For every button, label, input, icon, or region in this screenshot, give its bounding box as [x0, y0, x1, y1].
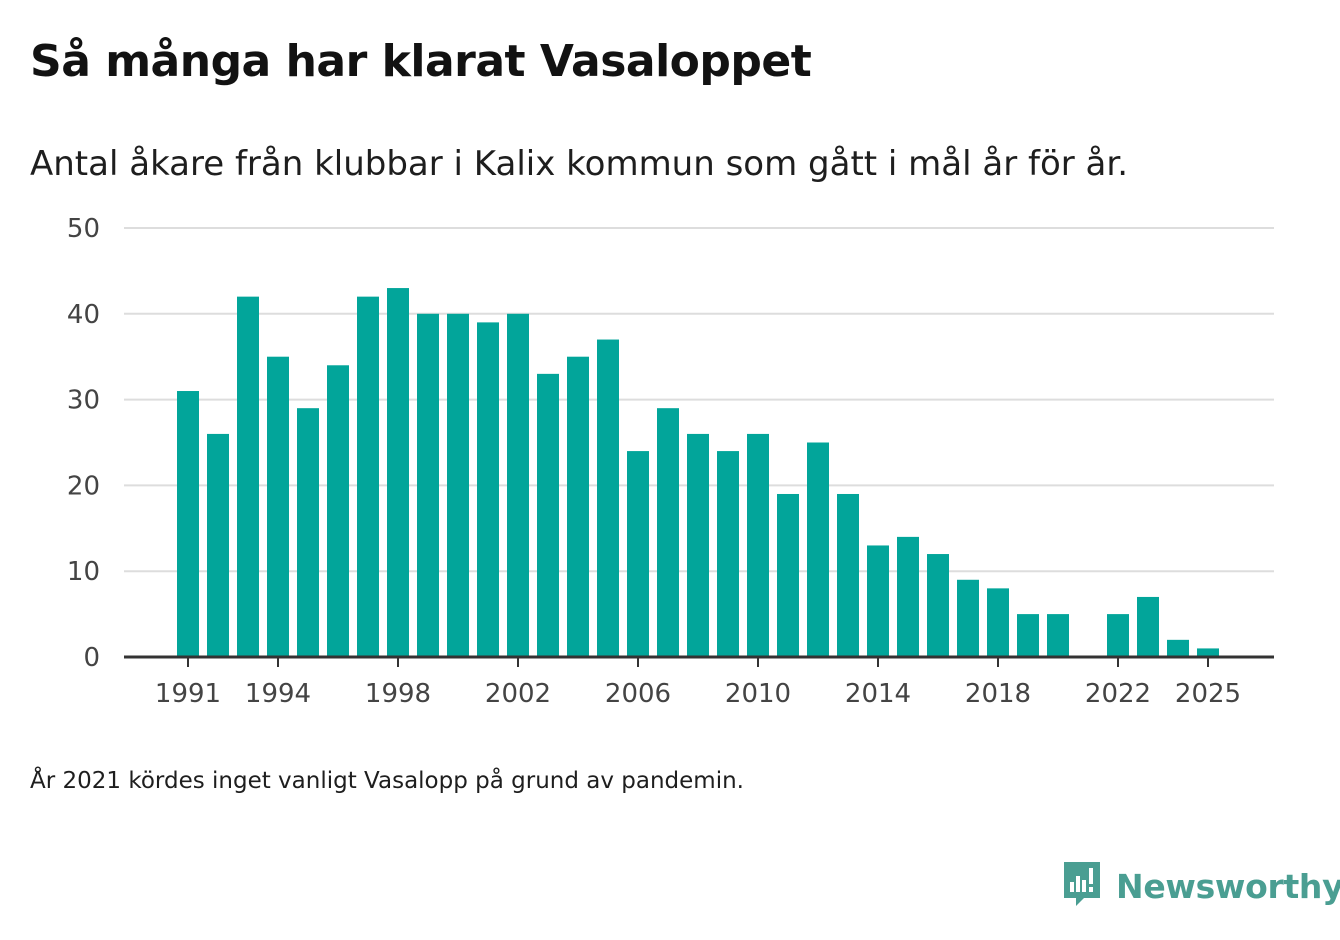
bar-2018 [987, 588, 1009, 657]
brand-name: Newsworthy [1116, 866, 1340, 906]
y-tick-label: 0 [83, 643, 100, 673]
y-tick-label: 40 [67, 300, 100, 330]
bar-2023 [1137, 596, 1159, 657]
x-tick-label: 2018 [965, 679, 1031, 709]
bar-2016 [927, 554, 949, 657]
x-tick-label: 2010 [725, 679, 791, 709]
y-tick-label: 50 [67, 214, 100, 244]
bar-2004 [567, 356, 589, 657]
bar-2014 [867, 545, 889, 657]
bar-2011 [777, 493, 799, 657]
bar-2015 [897, 536, 919, 657]
footnote: År 2021 kördes inget vanligt Vasalopp på… [30, 768, 744, 794]
bar-2002 [507, 313, 529, 657]
chart-title: Så många har klarat Vasaloppet [30, 36, 812, 87]
bar-2025 [1197, 648, 1219, 657]
bar-2013 [837, 493, 859, 657]
x-tick-label: 1998 [365, 679, 431, 709]
bar-2007 [657, 408, 679, 657]
bar-1993 [237, 296, 259, 657]
x-tick-label: 1994 [245, 679, 311, 709]
y-tick-label: 10 [67, 557, 100, 587]
bar-2024 [1167, 639, 1189, 657]
bar-2001 [477, 322, 499, 657]
bar-chart: 0 10 20 30 40 50 1991 1994 1998 2002 2006 2010 2014… [67, 214, 1274, 709]
y-tick-label: 20 [67, 471, 100, 501]
bar-1992 [207, 433, 229, 657]
bar-1995 [297, 408, 319, 657]
bar-1991 [177, 391, 199, 657]
bar-2020 [1047, 614, 1069, 657]
bars [177, 288, 1219, 657]
bar-2006 [627, 451, 649, 657]
bar-1999 [417, 313, 439, 657]
bar-2009 [717, 451, 739, 657]
x-tick-label: 2002 [485, 679, 551, 709]
bar-1996 [327, 365, 349, 657]
x-tick-label: 2022 [1085, 679, 1151, 709]
x-tick-label: 1991 [155, 679, 221, 709]
x-tick-label: 2006 [605, 679, 671, 709]
bar-2008 [687, 433, 709, 657]
y-axis-ticks: 0 10 20 30 40 50 [67, 214, 100, 673]
bar-2012 [807, 442, 829, 657]
bar-2019 [1017, 614, 1039, 657]
bar-1994 [267, 356, 289, 657]
bar-2010 [747, 433, 769, 657]
bar-1997 [357, 296, 379, 657]
y-tick-label: 30 [67, 386, 100, 416]
bar-2022 [1107, 614, 1129, 657]
x-tick-label: 2014 [845, 679, 911, 709]
x-tick-label: 2025 [1175, 679, 1241, 709]
brand-logo: Newsworthy [1062, 860, 1340, 912]
bar-2000 [447, 313, 469, 657]
x-axis-ticks: 1991 1994 1998 2002 2006 2010 2014 2018 2022 2025 [155, 657, 1241, 709]
chart-subtitle: Antal åkare från klubbar i Kalix kommun … [30, 144, 1129, 184]
bar-2017 [957, 579, 979, 657]
bar-1998 [387, 288, 409, 657]
bar-2003 [537, 373, 559, 657]
bar-2005 [597, 339, 619, 657]
newsworthy-icon [1062, 860, 1102, 912]
